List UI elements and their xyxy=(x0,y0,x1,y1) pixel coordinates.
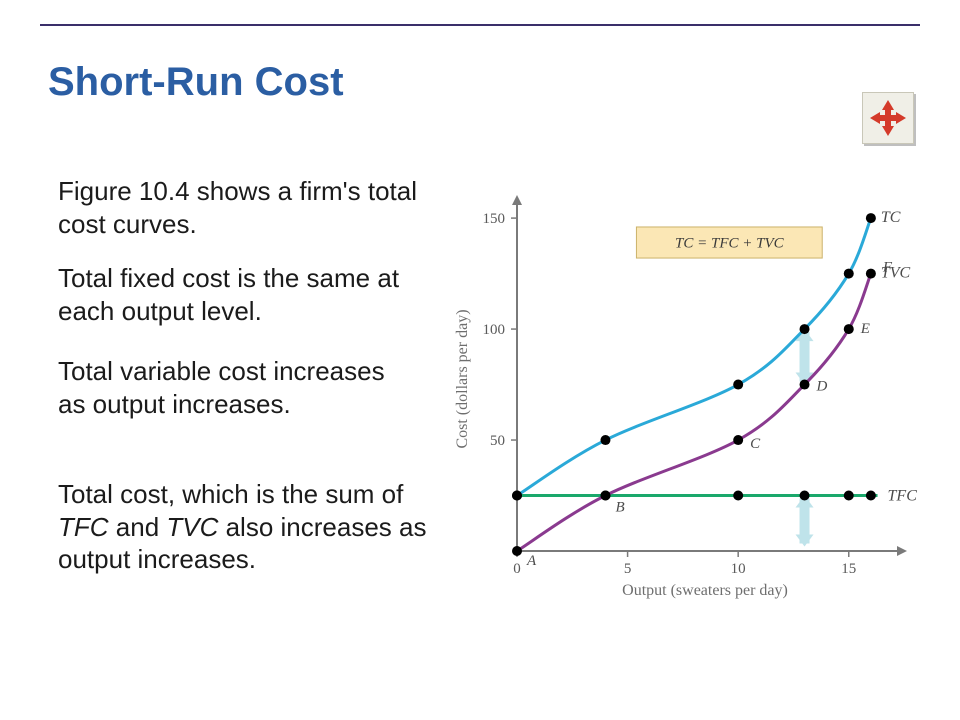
paragraph-3: Total variable cost increases as output … xyxy=(58,355,418,420)
header-divider xyxy=(40,24,920,26)
svg-text:TC = TFC + TVC: TC = TFC + TVC xyxy=(675,236,785,252)
svg-text:100: 100 xyxy=(483,322,506,338)
svg-text:50: 50 xyxy=(490,433,505,449)
svg-text:15: 15 xyxy=(841,561,856,577)
move-icon xyxy=(862,92,914,144)
p4-pre: Total cost, which is the sum of xyxy=(58,479,403,509)
svg-text:D: D xyxy=(816,379,828,395)
svg-text:E: E xyxy=(860,321,870,337)
p4-tfc: TFC xyxy=(58,512,109,542)
svg-text:TFC: TFC xyxy=(888,488,918,505)
paragraph-4: Total cost, which is the sum of TFC and … xyxy=(58,478,438,576)
p4-tvc: TVC xyxy=(166,512,218,542)
svg-text:F: F xyxy=(882,260,893,276)
svg-text:5: 5 xyxy=(624,561,632,577)
paragraph-2: Total fixed cost is the same at each out… xyxy=(58,262,433,327)
svg-text:C: C xyxy=(750,436,761,452)
svg-text:A: A xyxy=(526,553,537,569)
svg-text:Output (sweaters per day): Output (sweaters per day) xyxy=(622,582,788,599)
paragraph-1: Figure 10.4 shows a firm's total cost cu… xyxy=(58,175,418,240)
p4-mid: and xyxy=(109,512,167,542)
svg-text:10: 10 xyxy=(731,561,746,577)
svg-text:150: 150 xyxy=(483,211,506,227)
cost-curves-chart: 0 5 10 15 50 100 150 Output (sweaters per day) C… xyxy=(445,193,945,603)
page-title: Short-Run Cost xyxy=(48,60,344,105)
svg-text:TC: TC xyxy=(881,209,901,226)
svg-text:Cost (dollars per day): Cost (dollars per day) xyxy=(454,309,471,448)
svg-text:0: 0 xyxy=(513,561,521,577)
svg-text:B: B xyxy=(615,500,624,516)
